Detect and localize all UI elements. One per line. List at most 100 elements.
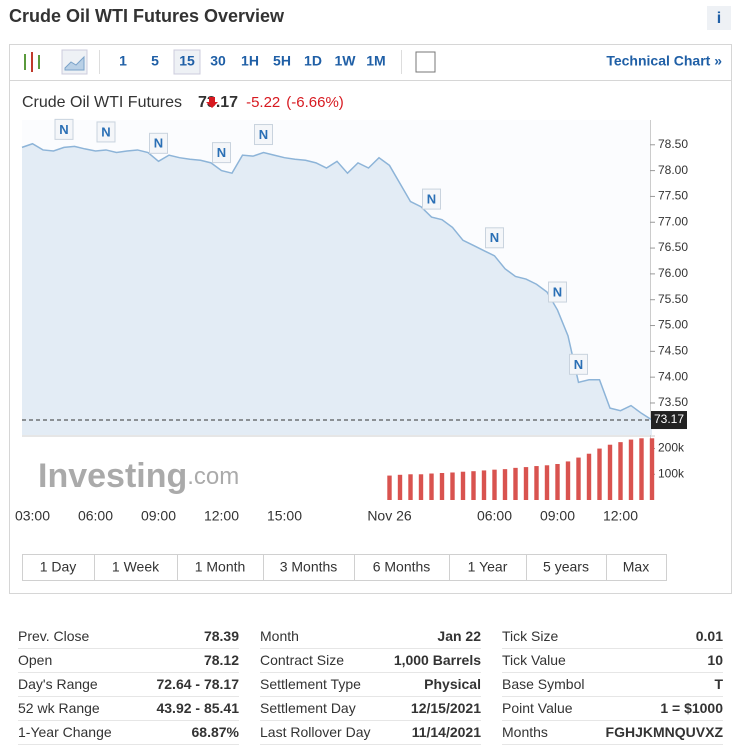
range-button[interactable]	[449, 554, 527, 581]
stats-row: Tick Value 10	[502, 649, 723, 673]
stats-label: Tick Value	[502, 652, 566, 668]
range-button[interactable]	[94, 554, 178, 581]
range-button[interactable]	[526, 554, 607, 581]
interval-button[interactable]: 1M	[366, 53, 385, 69]
interval-button[interactable]: 30	[210, 53, 226, 69]
news-marker-label[interactable]: N	[574, 357, 583, 372]
stats: Prev. Close 78.39 Open 78.12 Day's Range 72.6…	[18, 625, 723, 745]
stats-value: 11/14/2021	[411, 724, 481, 740]
chart-headline: Crude Oil WTI Futures 73.17 -5.22 (-6.66%)	[22, 94, 344, 111]
range-button-label[interactable]: 5 years	[543, 559, 589, 575]
news-marker-label[interactable]: N	[217, 145, 226, 160]
watermark-brand: Investing	[38, 457, 187, 495]
stats-value: 78.39	[203, 628, 239, 644]
news-marker[interactable]	[96, 121, 116, 143]
watermark-suffix: .com	[187, 463, 239, 490]
stats-value: 1 = $1000	[660, 700, 723, 716]
volume-bar	[492, 469, 497, 500]
change: -5.22	[246, 94, 280, 111]
stats-value: FGHJKMNQUVXZ	[605, 724, 723, 740]
news-marker-label[interactable]: N	[553, 284, 562, 299]
news-marker[interactable]	[149, 132, 168, 154]
stats-row: 52 wk Range 43.92 - 85.41	[18, 697, 239, 721]
info-button[interactable]: i	[717, 10, 721, 27]
stats-label: Prev. Close	[18, 628, 90, 644]
down-arrow-icon	[206, 97, 218, 108]
news-marker[interactable]	[548, 281, 567, 303]
news-marker-label[interactable]: N	[427, 192, 436, 207]
stats-label: Day's Range	[18, 676, 98, 692]
x-tick-label: 12:00	[204, 508, 239, 524]
interval-button[interactable]: 5H	[273, 53, 291, 69]
stats-label: Base Symbol	[502, 676, 585, 692]
volume-bar	[618, 442, 623, 500]
news-marker[interactable]	[254, 124, 273, 146]
news-marker-label[interactable]: N	[101, 124, 110, 139]
stats-row: Point Value 1 = $1000	[502, 697, 723, 721]
y-tick-label: 74.50	[658, 344, 688, 358]
y-tick-label: 75.00	[658, 318, 688, 332]
interval-button[interactable]: 15	[179, 53, 195, 69]
interval-button[interactable]: 1H	[241, 53, 259, 69]
stats-value: 10	[707, 652, 723, 668]
stats-row: Tick Size 0.01	[502, 625, 723, 649]
instrument-name: Crude Oil WTI Futures	[22, 94, 182, 111]
news-marker-label[interactable]: N	[59, 122, 68, 137]
volume-bar	[534, 466, 539, 500]
news-marker[interactable]	[422, 188, 441, 210]
candle-icon[interactable]	[24, 52, 40, 72]
interval-button[interactable]: 1	[119, 53, 127, 69]
news-marker[interactable]	[485, 227, 504, 249]
technical-chart-link[interactable]: Technical Chart »	[606, 53, 722, 69]
volume-bar	[460, 471, 466, 500]
volume-bar	[387, 475, 392, 500]
range-button-label[interactable]: Max	[623, 559, 649, 575]
y2-tick-label: 100k	[658, 466, 685, 480]
range-button-label[interactable]: 3 Months	[280, 559, 338, 575]
range-button[interactable]	[177, 554, 264, 581]
news-marker-label[interactable]: N	[259, 127, 268, 142]
range-button-label[interactable]: 1 Year	[468, 559, 508, 575]
watermark: Investing.com	[38, 457, 239, 495]
y-tick-label: 73.50	[658, 395, 688, 409]
stats-row: Contract Size 1,000 Barrels	[260, 649, 481, 673]
stats-row: Open 78.12	[18, 649, 239, 673]
volume-bar	[523, 467, 529, 500]
last-price-label: 73.17	[654, 412, 684, 426]
x-tick-label: 12:00	[603, 508, 638, 524]
news-marker-label[interactable]: N	[154, 136, 163, 151]
stats-value: 0.01	[695, 628, 723, 644]
range-button[interactable]	[263, 554, 355, 581]
range-button[interactable]	[606, 554, 667, 581]
volume-bar	[544, 465, 550, 500]
x-tick-label: 09:00	[540, 508, 575, 524]
stats-label: Tick Size	[502, 628, 559, 644]
y-tick-label: 77.00	[658, 214, 688, 228]
range-button-label[interactable]: 6 Months	[373, 559, 431, 575]
interval-button[interactable]: 5	[151, 53, 159, 69]
stats-row: Day's Range 72.64 - 78.17	[18, 673, 239, 697]
table-icon[interactable]	[415, 51, 436, 73]
stats-label: Point Value	[502, 700, 573, 716]
news-marker[interactable]	[569, 353, 588, 375]
stats-label: Open	[18, 652, 53, 668]
interval-button[interactable]: 1W	[335, 53, 357, 69]
info-button-bg[interactable]	[707, 6, 731, 30]
range-button-label[interactable]: 1 Week	[112, 559, 160, 575]
interval-selected[interactable]	[173, 49, 201, 75]
news-marker[interactable]	[54, 118, 74, 140]
range-button[interactable]	[354, 554, 450, 581]
stats-row: 1-Year Change 68.87%	[18, 721, 239, 745]
news-marker[interactable]	[212, 142, 231, 164]
interval-button[interactable]: 1D	[304, 53, 322, 69]
range-button-label[interactable]: 1 Month	[195, 559, 246, 575]
stats-value: 78.12	[203, 652, 239, 668]
volume-bar	[586, 453, 592, 500]
range-button-label[interactable]: 1 Day	[40, 559, 77, 575]
volume-bar	[607, 444, 613, 500]
news-marker-label[interactable]: N	[490, 230, 499, 245]
stats-label: 1-Year Change	[18, 724, 112, 740]
range-button[interactable]	[22, 554, 95, 581]
stats-column: Tick Size 0.01 Tick Value 10 Base Symbol T Poi…	[502, 625, 723, 745]
